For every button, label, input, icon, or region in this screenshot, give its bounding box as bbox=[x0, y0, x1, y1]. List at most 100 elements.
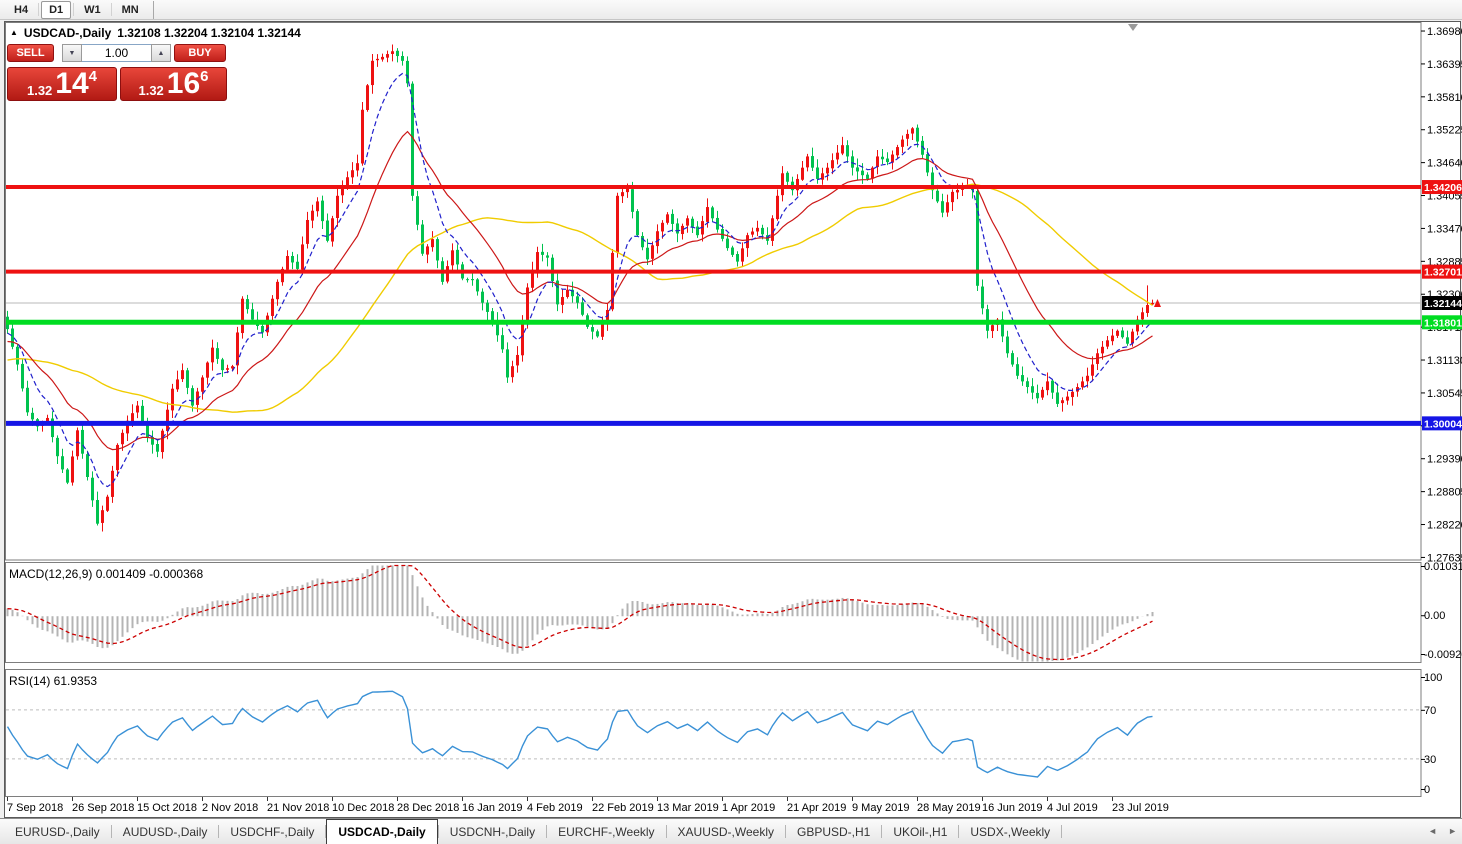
macd-axis-label: -0.009203 bbox=[1424, 649, 1462, 661]
chart-tab-usdchf-daily[interactable]: USDCHF-,Daily bbox=[230, 824, 315, 839]
rsi-axis[interactable]: 100 70 30 0 bbox=[1421, 672, 1442, 796]
price-tick-label: 1.30545 bbox=[1427, 388, 1462, 400]
date-tick-label: 4 Feb 2019 bbox=[527, 802, 583, 814]
level-price-label-text: 1.34206 bbox=[1424, 182, 1462, 194]
chart-tab-usdx-weekly[interactable]: USDX-,Weekly bbox=[970, 824, 1051, 839]
trade-buttons-row: SELL ▼ 1.00 ▲ BUY bbox=[7, 44, 229, 62]
date-tick-label: 15 Oct 2018 bbox=[137, 802, 197, 814]
buy-price-small: 1.32 bbox=[138, 83, 164, 98]
chart-tab-eurusd-daily[interactable]: EURUSD-,Daily bbox=[15, 824, 100, 839]
tab-separator bbox=[218, 825, 220, 838]
tab-separator bbox=[958, 825, 960, 838]
timeframe-toolbar: H4 D1 W1 MN bbox=[0, 0, 1462, 20]
tab-separator bbox=[110, 825, 112, 838]
date-tick-label: 28 Dec 2018 bbox=[397, 802, 459, 814]
rsi-line bbox=[6, 690, 1153, 778]
price-tick-label: 1.36980 bbox=[1427, 26, 1462, 38]
date-tick-label: 21 Apr 2019 bbox=[787, 802, 846, 814]
price-tick-label: 1.34640 bbox=[1427, 158, 1462, 170]
chart-tab-audusd-daily[interactable]: AUDUSD-,Daily bbox=[122, 824, 208, 839]
macd-histogram bbox=[6, 565, 1154, 662]
chart-tab-gbpusd-h1[interactable]: GBPUSD-,H1 bbox=[797, 824, 871, 839]
buy-price-button[interactable]: 1.32 16 6 bbox=[120, 67, 227, 101]
chart-markers bbox=[1128, 24, 1161, 307]
ma-fast-line bbox=[7, 72, 1153, 488]
macd-axis-label: 0.00 bbox=[1424, 610, 1445, 622]
date-tick-label: 7 Sep 2018 bbox=[7, 802, 63, 814]
tab-separator bbox=[1061, 825, 1063, 838]
chart-tab-xauusd-weekly[interactable]: XAUUSD-,Weekly bbox=[677, 824, 774, 839]
trade-prices-row: 1.32 14 4 1.32 16 6 bbox=[7, 67, 229, 101]
date-tick-label: 1 Apr 2019 bbox=[722, 802, 775, 814]
sell-price-small: 1.32 bbox=[26, 83, 53, 98]
buy-price-big: 16 bbox=[166, 67, 201, 101]
tab-separator bbox=[665, 825, 667, 838]
price-tick-label: 1.27635 bbox=[1427, 552, 1462, 564]
level-price-label-text: 1.31801 bbox=[1424, 317, 1462, 329]
volume-decrease-button[interactable]: ▼ bbox=[62, 44, 82, 62]
macd-signal-line bbox=[7, 564, 1153, 661]
symbol-up-arrow-icon: ▲ bbox=[10, 28, 18, 37]
level-price-label: 1.32701 bbox=[1422, 264, 1462, 279]
sell-price-button[interactable]: 1.32 14 4 bbox=[7, 67, 117, 101]
macd-indicator-label: MACD(12,26,9) 0.001409 -0.000368 bbox=[9, 567, 204, 581]
macd-axis[interactable]: 0.010311 0.00 -0.009203 bbox=[1421, 561, 1462, 661]
date-tick-label: 16 Jun 2019 bbox=[982, 802, 1043, 814]
date-tick-label: 13 Mar 2019 bbox=[657, 802, 719, 814]
price-tick-label: 1.31130 bbox=[1427, 355, 1462, 367]
buy-price-sup: 6 bbox=[200, 68, 209, 85]
ma-mid-line bbox=[7, 130, 1153, 451]
timeframe-button-w1[interactable]: W1 bbox=[84, 3, 101, 16]
sell-button[interactable]: SELL bbox=[7, 44, 54, 62]
horizontal-level-lines[interactable] bbox=[6, 185, 1421, 426]
price-tick-label: 1.35810 bbox=[1427, 92, 1462, 104]
volume-input[interactable]: 1.00 bbox=[82, 44, 151, 62]
date-tick-label: 9 May 2019 bbox=[852, 802, 909, 814]
tab-separator bbox=[881, 825, 883, 838]
level-price-label-text: 1.30004 bbox=[1424, 418, 1462, 430]
current-price-label: 1.32144 bbox=[1422, 296, 1462, 310]
chart-tab-ukoil-h1[interactable]: UKOil-,H1 bbox=[893, 824, 948, 839]
date-tick-label: 21 Nov 2018 bbox=[267, 802, 329, 814]
timeframe-button-h4[interactable]: H4 bbox=[14, 3, 29, 16]
last-bar-up-arrow-icon bbox=[1154, 299, 1161, 307]
date-tick-label: 4 Jul 2019 bbox=[1047, 802, 1098, 814]
volume-increase-button[interactable]: ▲ bbox=[151, 44, 171, 62]
date-tick-label: 26 Sep 2018 bbox=[72, 802, 134, 814]
one-click-trading-panel: SELL ▼ 1.00 ▲ BUY 1.32 14 4 1.32 16 6 bbox=[7, 44, 229, 101]
date-tick-label: 28 May 2019 bbox=[917, 802, 981, 814]
price-axis[interactable]: 1.369801.363951.358101.352251.346401.340… bbox=[1421, 26, 1462, 564]
timeframe-button-mn[interactable]: MN bbox=[121, 3, 139, 16]
time-axis[interactable]: 7 Sep 2018 26 Sep 2018 15 Oct 2018 2 Nov 20… bbox=[7, 797, 1169, 814]
tab-separator bbox=[437, 825, 439, 838]
level-price-label: 1.31801 bbox=[1422, 315, 1462, 330]
date-tick-label: 16 Jan 2019 bbox=[462, 802, 523, 814]
toolbar-separator bbox=[38, 3, 40, 16]
level-price-label: 1.34206 bbox=[1422, 180, 1462, 195]
price-tick-label: 1.33470 bbox=[1427, 223, 1462, 235]
rsi-axis-label: 100 bbox=[1424, 672, 1442, 684]
ohlc-values: 1.32108 1.32204 1.32104 1.32144 bbox=[117, 26, 301, 40]
tab-scroll-right-icon[interactable]: ► bbox=[1448, 826, 1457, 836]
price-tick-label: 1.36395 bbox=[1427, 59, 1462, 71]
date-tick-label: 2 Nov 2018 bbox=[202, 802, 258, 814]
chart-tab-usdcad-daily[interactable]: USDCAD-,Daily bbox=[326, 819, 438, 844]
price-tick-label: 1.29390 bbox=[1427, 454, 1462, 466]
tab-scroll-left-icon[interactable]: ◄ bbox=[1428, 826, 1438, 836]
tab-scroll-arrows: ◄ ► bbox=[1428, 818, 1457, 844]
timeframe-button-d1[interactable]: D1 bbox=[41, 0, 72, 19]
date-tick-label: 23 Jul 2019 bbox=[1112, 802, 1169, 814]
chart-tab-usdcnh-daily[interactable]: USDCNH-,Daily bbox=[449, 824, 536, 839]
level-price-label: 1.30004 bbox=[1422, 416, 1462, 431]
buy-button[interactable]: BUY bbox=[174, 44, 226, 62]
chart-tab-bar: EURUSD-,Daily AUDUSD-,Daily USDCHF-,Daily U… bbox=[0, 818, 1462, 844]
sell-price-sup: 4 bbox=[88, 68, 98, 85]
rsi-axis-label: 0 bbox=[1424, 784, 1430, 796]
price-tick-label: 1.28805 bbox=[1427, 487, 1462, 499]
chart-tab-eurchf-weekly[interactable]: EURCHF-,Weekly bbox=[558, 824, 655, 839]
rsi-axis-label: 30 bbox=[1424, 754, 1436, 766]
toolbar-separator bbox=[152, 0, 154, 19]
price-tick-label: 1.28220 bbox=[1427, 520, 1462, 532]
